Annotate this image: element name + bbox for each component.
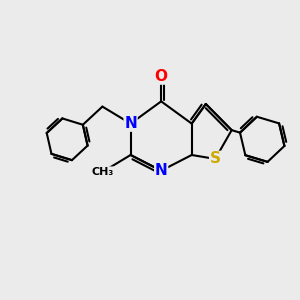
Text: CH₃: CH₃ (91, 167, 113, 177)
Text: O: O (155, 69, 168, 84)
Text: N: N (155, 163, 167, 178)
Text: S: S (210, 152, 221, 166)
Text: N: N (124, 116, 137, 131)
